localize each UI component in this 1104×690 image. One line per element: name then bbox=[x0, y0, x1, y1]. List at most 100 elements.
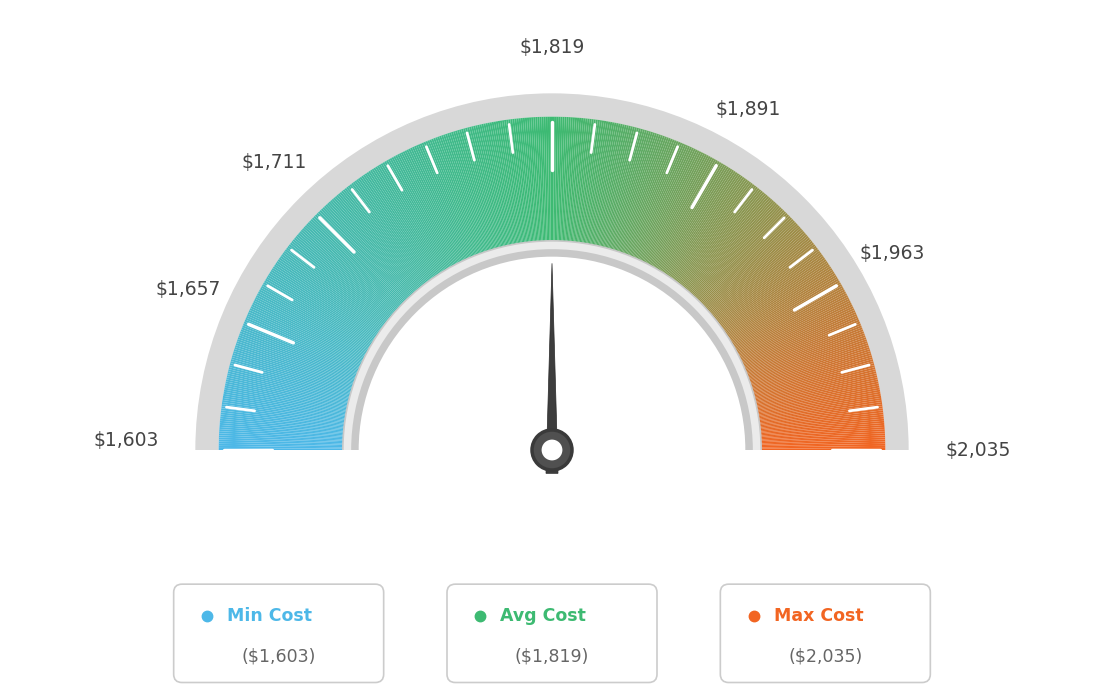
Wedge shape bbox=[578, 119, 598, 252]
Wedge shape bbox=[650, 160, 718, 277]
Wedge shape bbox=[555, 117, 561, 250]
Wedge shape bbox=[747, 380, 878, 409]
Wedge shape bbox=[690, 208, 783, 306]
Wedge shape bbox=[747, 382, 879, 410]
Wedge shape bbox=[667, 177, 744, 287]
Wedge shape bbox=[749, 386, 880, 413]
Wedge shape bbox=[718, 263, 829, 339]
Wedge shape bbox=[234, 347, 362, 389]
Wedge shape bbox=[707, 237, 810, 324]
Wedge shape bbox=[294, 237, 397, 324]
Wedge shape bbox=[745, 365, 874, 400]
Wedge shape bbox=[533, 117, 542, 250]
Wedge shape bbox=[346, 186, 429, 293]
Wedge shape bbox=[221, 415, 353, 430]
Wedge shape bbox=[443, 135, 488, 261]
Wedge shape bbox=[548, 117, 551, 250]
Wedge shape bbox=[720, 270, 834, 343]
Wedge shape bbox=[615, 134, 659, 261]
Wedge shape bbox=[237, 337, 364, 384]
Wedge shape bbox=[580, 120, 599, 252]
Wedge shape bbox=[225, 382, 357, 410]
Wedge shape bbox=[644, 154, 707, 273]
Wedge shape bbox=[624, 139, 672, 264]
Wedge shape bbox=[299, 231, 401, 319]
Wedge shape bbox=[372, 168, 445, 282]
Wedge shape bbox=[639, 150, 700, 270]
Wedge shape bbox=[672, 184, 755, 291]
Wedge shape bbox=[219, 431, 352, 440]
Wedge shape bbox=[338, 193, 425, 297]
Wedge shape bbox=[749, 388, 880, 414]
Wedge shape bbox=[750, 398, 882, 420]
Wedge shape bbox=[726, 286, 843, 353]
Wedge shape bbox=[230, 365, 359, 400]
Wedge shape bbox=[730, 297, 849, 359]
Wedge shape bbox=[300, 230, 402, 319]
Wedge shape bbox=[542, 117, 546, 250]
Wedge shape bbox=[527, 117, 538, 250]
Wedge shape bbox=[700, 225, 799, 316]
Wedge shape bbox=[335, 196, 423, 298]
Wedge shape bbox=[749, 384, 879, 411]
Wedge shape bbox=[545, 117, 550, 250]
Wedge shape bbox=[469, 127, 503, 256]
Wedge shape bbox=[243, 324, 367, 375]
Wedge shape bbox=[268, 273, 382, 345]
Wedge shape bbox=[491, 122, 517, 253]
Wedge shape bbox=[752, 435, 885, 442]
Wedge shape bbox=[749, 390, 880, 415]
Wedge shape bbox=[227, 373, 358, 405]
Wedge shape bbox=[699, 224, 798, 315]
Wedge shape bbox=[609, 130, 649, 259]
Text: ($2,035): ($2,035) bbox=[788, 648, 862, 666]
Wedge shape bbox=[226, 380, 357, 409]
Wedge shape bbox=[722, 273, 836, 345]
Wedge shape bbox=[481, 124, 511, 255]
Wedge shape bbox=[676, 188, 760, 293]
Wedge shape bbox=[623, 138, 671, 263]
Wedge shape bbox=[737, 326, 862, 376]
Wedge shape bbox=[681, 196, 769, 298]
Wedge shape bbox=[673, 186, 756, 292]
Wedge shape bbox=[714, 254, 822, 333]
Wedge shape bbox=[381, 163, 450, 279]
Wedge shape bbox=[708, 241, 813, 326]
Wedge shape bbox=[310, 219, 408, 312]
Wedge shape bbox=[219, 435, 352, 442]
Wedge shape bbox=[484, 124, 512, 255]
Wedge shape bbox=[399, 153, 461, 273]
Wedge shape bbox=[736, 319, 860, 373]
Wedge shape bbox=[564, 117, 575, 250]
Wedge shape bbox=[602, 127, 637, 257]
Wedge shape bbox=[728, 291, 846, 356]
Wedge shape bbox=[751, 421, 884, 434]
Wedge shape bbox=[486, 123, 513, 254]
Wedge shape bbox=[224, 386, 355, 413]
Wedge shape bbox=[675, 186, 758, 293]
Wedge shape bbox=[679, 192, 764, 296]
Wedge shape bbox=[666, 175, 743, 286]
Wedge shape bbox=[251, 306, 372, 365]
Wedge shape bbox=[264, 280, 380, 349]
Wedge shape bbox=[704, 235, 807, 322]
Wedge shape bbox=[342, 189, 427, 295]
Wedge shape bbox=[728, 289, 845, 355]
Wedge shape bbox=[283, 253, 391, 333]
Wedge shape bbox=[570, 118, 583, 251]
Wedge shape bbox=[751, 419, 884, 433]
Text: Avg Cost: Avg Cost bbox=[500, 607, 586, 625]
Wedge shape bbox=[741, 339, 867, 384]
Wedge shape bbox=[277, 259, 388, 337]
Text: Min Cost: Min Cost bbox=[227, 607, 312, 625]
Wedge shape bbox=[247, 312, 370, 368]
Wedge shape bbox=[323, 206, 416, 304]
Wedge shape bbox=[439, 136, 486, 262]
Wedge shape bbox=[290, 242, 395, 326]
Wedge shape bbox=[220, 429, 352, 439]
Text: $2,035: $2,035 bbox=[945, 440, 1010, 460]
Wedge shape bbox=[304, 226, 404, 317]
Wedge shape bbox=[417, 144, 473, 267]
Wedge shape bbox=[259, 289, 376, 355]
Wedge shape bbox=[298, 233, 401, 321]
